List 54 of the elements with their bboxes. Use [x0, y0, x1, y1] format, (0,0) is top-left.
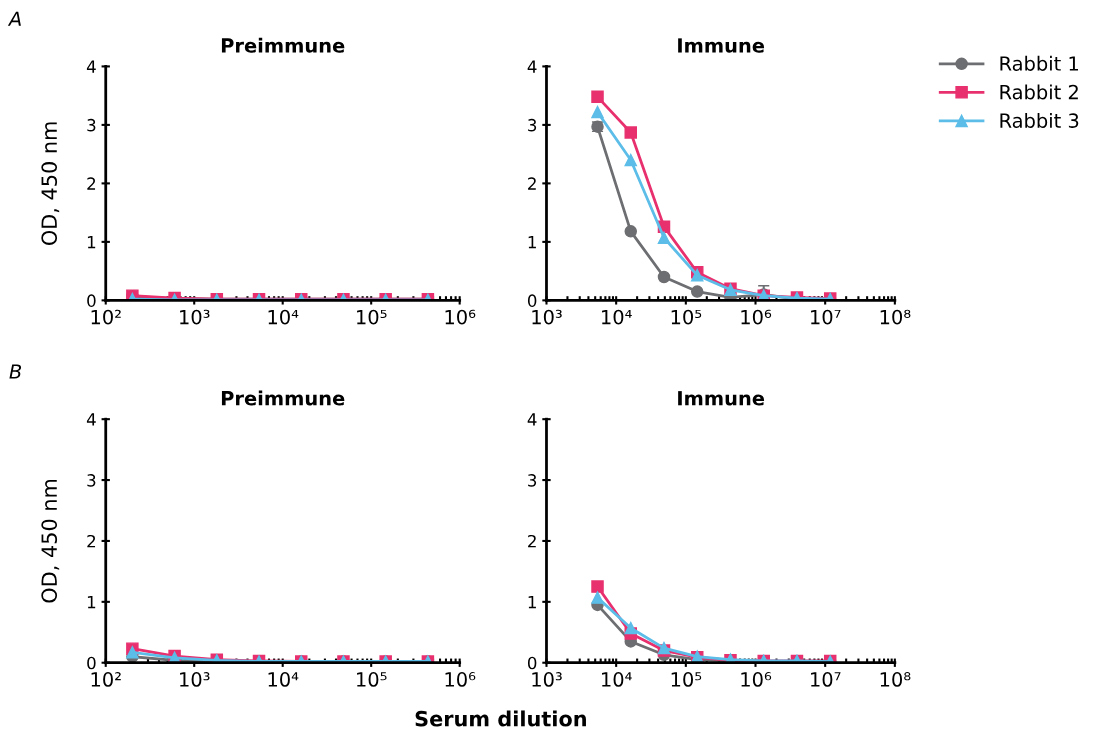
y-tick-label: 3 [87, 118, 96, 132]
chart-title: Preimmune [221, 37, 345, 53]
y-tick-label: 1 [87, 236, 96, 249]
y-axis-title: OD, 450 nm [41, 122, 60, 246]
x-tick-label: 10⁵ [357, 672, 387, 687]
x-tick-label: 10⁴ [602, 672, 632, 687]
x-tick-label: 10⁵ [671, 672, 702, 687]
legend-label: Rabbit 3 [1000, 112, 1079, 128]
x-tick-label: 10⁷ [811, 672, 841, 687]
chart-title: Immune [678, 38, 765, 53]
x-tick-label: 10⁶ [741, 672, 772, 687]
x-tick-label: 10⁶ [741, 309, 772, 325]
y-tick-label: 3 [528, 118, 537, 132]
x-tick-label: 10⁵ [671, 309, 702, 325]
x-tick-label: 10⁴ [268, 672, 299, 687]
x-tick-label: 10² [91, 672, 121, 687]
y-tick-label: 3 [528, 474, 537, 487]
x-tick-label: 10⁷ [811, 309, 841, 325]
y-tick-label: 4 [86, 413, 96, 426]
text: Serum dilution [415, 710, 586, 727]
text: B [9, 364, 22, 379]
y-tick-label: 1 [528, 596, 536, 609]
y-tick-label: 0 [527, 294, 537, 307]
chart-title: Preimmune [221, 390, 345, 406]
x-tick-label: 10⁴ [268, 309, 299, 325]
x-tick-label: 10⁶ [445, 309, 476, 325]
y-tick-label: 2 [528, 534, 536, 548]
x-tick-label: 10⁸ [880, 672, 911, 687]
y-tick-label: 4 [527, 60, 537, 73]
x-tick-label: 10⁸ [880, 309, 911, 325]
y-tick-label: 0 [527, 656, 537, 670]
legend-label: Rabbit 1 [1000, 55, 1079, 71]
y-tick-label: 1 [528, 236, 536, 249]
chart-title: Immune [678, 391, 765, 406]
y-tick-label: 4 [86, 60, 96, 73]
x-tick-label: 10³ [180, 672, 210, 687]
y-tick-label: 0 [87, 656, 96, 670]
x-tick-label: 10³ [532, 309, 562, 325]
y-tick-label: 0 [87, 294, 96, 307]
y-tick-label: 1 [87, 596, 96, 609]
y-axis-title: OD, 450 nm [41, 479, 60, 603]
y-tick-label: 2 [87, 534, 96, 548]
x-tick-label: 10⁴ [602, 309, 632, 325]
legend-label: Rabbit 2 [1000, 84, 1078, 100]
y-tick-label: 4 [527, 413, 537, 426]
x-tick-label: 10³ [180, 309, 210, 325]
x-tick-label: 10³ [532, 672, 562, 687]
y-tick-label: 2 [87, 177, 96, 190]
x-tick-label: 10⁵ [357, 309, 387, 325]
y-tick-label: 2 [528, 177, 536, 190]
text: A [7, 11, 21, 26]
x-tick-label: 10² [91, 309, 121, 325]
y-tick-label: 3 [87, 474, 96, 487]
x-tick-label: 10⁶ [445, 672, 476, 687]
